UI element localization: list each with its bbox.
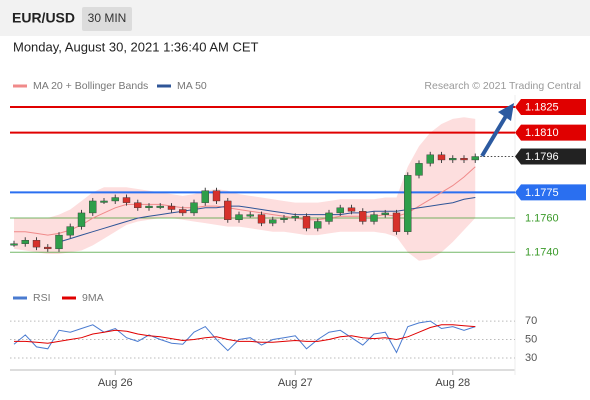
candle — [55, 234, 63, 250]
candle — [314, 221, 322, 229]
candle — [167, 205, 176, 210]
y-tick-label: 30 — [525, 352, 537, 364]
candle — [381, 212, 389, 215]
candle — [89, 200, 97, 214]
candle — [291, 216, 299, 219]
chart-title: EUR/USD — [12, 10, 75, 26]
rsi-line — [13, 320, 476, 354]
candle — [66, 226, 74, 236]
candle — [190, 202, 198, 214]
candle — [122, 197, 131, 203]
candle — [415, 163, 423, 176]
candle — [235, 214, 243, 220]
timeframe-badge[interactable] — [82, 7, 132, 31]
level-label: 1.1825 — [525, 101, 559, 113]
level-label: 1.1810 — [525, 127, 559, 139]
candle — [44, 246, 52, 250]
candle — [426, 154, 434, 164]
candle — [246, 214, 254, 217]
candle — [460, 158, 468, 161]
candle — [302, 216, 311, 229]
candle — [269, 219, 277, 224]
candle — [134, 202, 142, 209]
candle — [336, 207, 344, 214]
level-tag — [515, 98, 586, 115]
forecast-arrowhead — [498, 103, 514, 121]
candle — [212, 190, 221, 202]
last-price-tag — [515, 148, 586, 165]
legend-label: MA 20 + Bollinger Bands — [33, 80, 148, 92]
candle — [370, 214, 378, 222]
y-tick-label: 50 — [525, 333, 537, 345]
candle — [257, 214, 266, 224]
candle — [77, 212, 86, 227]
x-tick-label: Aug 28 — [435, 377, 470, 389]
candle — [280, 217, 288, 220]
legend-label: RSI — [33, 292, 51, 304]
candle — [10, 243, 18, 246]
level-label: 1.1775 — [525, 187, 559, 199]
candle — [404, 175, 412, 232]
rsi-ma-line — [14, 324, 476, 344]
candle — [156, 205, 164, 208]
level-label: 1.1760 — [525, 212, 559, 224]
candle — [347, 207, 356, 212]
candle — [325, 212, 333, 222]
candle — [471, 156, 479, 161]
timeframe[interactable]: 30 MIN — [88, 11, 127, 25]
x-tick-label: Aug 26 — [98, 377, 133, 389]
last-price-label: 1.1796 — [525, 151, 559, 163]
legend-label: MA 50 — [177, 80, 207, 92]
candle — [449, 158, 457, 161]
forecast-arrow — [480, 114, 508, 158]
legend-label: 9MA — [82, 292, 104, 304]
level-tag — [515, 124, 586, 141]
candle — [21, 240, 29, 244]
candle — [32, 240, 41, 248]
credit: Research © 2021 Trading Central — [424, 80, 581, 92]
candle — [359, 211, 367, 222]
candle — [111, 197, 119, 202]
candle — [437, 154, 446, 161]
candle — [179, 209, 187, 214]
candle — [201, 190, 209, 203]
candle — [100, 200, 108, 203]
y-tick-label: 70 — [525, 315, 537, 327]
candle — [145, 205, 153, 209]
level-label: 1.1740 — [525, 247, 559, 259]
bollinger-band — [14, 117, 476, 261]
level-tag — [515, 184, 586, 201]
subtitle: Monday, August 30, 2021 1:36:40 AM CET — [13, 39, 259, 54]
candle — [392, 212, 401, 232]
x-tick-label: Aug 27 — [278, 377, 313, 389]
candle — [224, 200, 232, 220]
